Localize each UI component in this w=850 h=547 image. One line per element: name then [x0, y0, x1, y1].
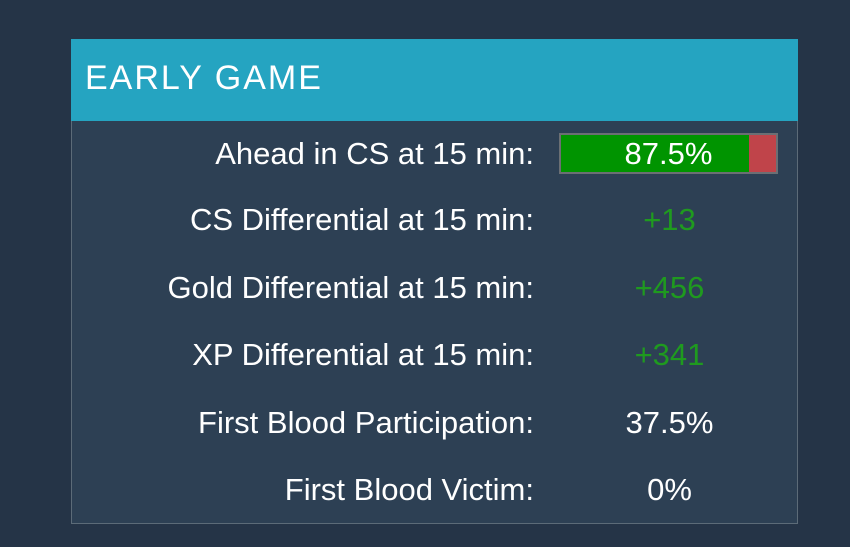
- panel-title: EARLY GAME: [85, 59, 323, 97]
- ahead-cs-bar: 87.5%: [559, 133, 778, 174]
- ahead-cs-bar-fill: [561, 135, 750, 172]
- stat-row-cs-diff: CS Differential at 15 min: +13: [72, 200, 797, 240]
- stat-value: +456: [634, 270, 705, 305]
- early-game-panel: EARLY GAME Ahead in CS at 15 min: 87.5% …: [71, 39, 798, 524]
- stat-row-first-blood-victim: First Blood Victim: 0%: [72, 470, 797, 510]
- stat-value: 87.5%: [624, 136, 713, 171]
- stat-label: First Blood Participation:: [198, 405, 534, 440]
- panel-header: EARLY GAME: [71, 39, 798, 121]
- stat-label: Ahead in CS at 15 min:: [215, 136, 534, 171]
- stat-label: Gold Differential at 15 min:: [167, 270, 534, 305]
- stat-label: XP Differential at 15 min:: [192, 337, 534, 372]
- stat-label: First Blood Victim:: [284, 472, 534, 507]
- stat-value: +341: [634, 337, 705, 372]
- stat-value: 37.5%: [625, 405, 714, 440]
- stat-row-gold-diff: Gold Differential at 15 min: +456: [72, 268, 797, 308]
- stat-label: CS Differential at 15 min:: [189, 202, 534, 237]
- stat-row-ahead-cs: Ahead in CS at 15 min: 87.5%: [72, 133, 797, 174]
- stat-value: 0%: [647, 472, 692, 507]
- stat-value: +13: [643, 202, 696, 237]
- stat-row-xp-diff: XP Differential at 15 min: +341: [72, 335, 797, 375]
- stat-row-first-blood-participation: First Blood Participation: 37.5%: [72, 403, 797, 443]
